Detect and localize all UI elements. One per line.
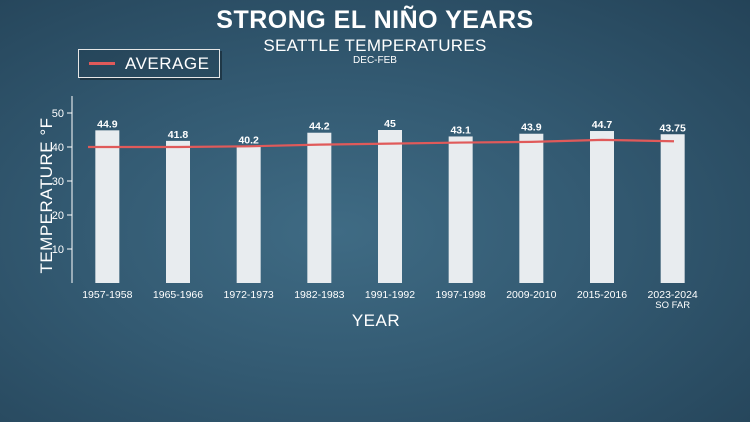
x-tick-label: 1972-1973 [224,289,274,301]
chart-subtitle: SEATTLE TEMPERATURES [263,36,487,55]
legend: AVERAGE [78,49,220,78]
bar [590,131,614,283]
y-axis-title: TEMPERATURE °F [37,117,56,273]
average-line [88,138,674,149]
y-tick-label: 50 [52,108,64,120]
x-tick-label: 1957-1958 [82,289,132,301]
chart-title: STRONG EL NIÑO YEARS [216,6,534,34]
bar [378,130,402,283]
bar [519,133,544,283]
x-tick-label: 1965-1966 [153,289,203,301]
bar [307,132,332,283]
x-axis-title: YEAR [352,311,400,330]
bar [236,146,261,283]
legend-average-swatch [89,62,115,65]
bar-value-label: 44.7 [592,119,613,131]
bar [166,140,190,283]
bar-value-label: 43.1 [450,124,471,136]
bar-value-label: 40.2 [238,134,259,146]
bar-value-label: 44.2 [309,121,330,133]
bar [95,130,120,283]
y-tick-label: 30 [52,176,64,188]
x-tick-label: 1991-1992 [365,289,415,301]
y-tick-label: 20 [52,210,64,222]
x-tick-label: 2009-2010 [506,289,556,301]
y-tick-label: 40 [52,142,64,154]
x-tick-label: SO FAR [655,300,690,311]
legend-average-label: AVERAGE [125,54,210,73]
bar [660,134,685,283]
chart-period-label: DEC-FEB [353,55,397,66]
x-tick-label: 1997-1998 [436,289,486,301]
bar-value-label: 44.9 [97,118,118,130]
bar-value-label: 41.8 [168,129,189,141]
bar [448,136,473,283]
x-tick-label: 2015-2016 [577,289,627,301]
bar-value-label: 43.9 [521,122,542,134]
x-tick-label: 2023-2024 [648,289,698,301]
bar-value-label: 43.75 [660,122,686,134]
y-tick-label: 10 [52,244,64,256]
x-tick-label: 1982-1983 [294,289,344,301]
bar-value-label: 45 [384,118,396,130]
